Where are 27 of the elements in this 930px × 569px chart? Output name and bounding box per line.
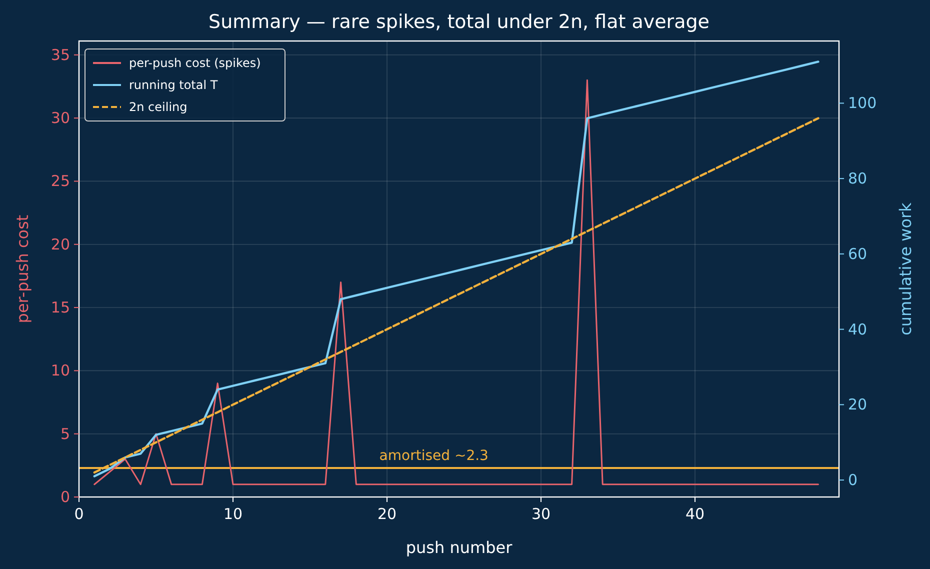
x-tick-label: 20 <box>377 505 397 523</box>
y-tick-label: 30 <box>50 109 70 128</box>
y2-tick-label: 80 <box>848 170 868 188</box>
y2-tick-label: 0 <box>848 471 858 490</box>
x-tick-label: 0 <box>74 505 84 523</box>
y-tick-label: 5 <box>60 424 70 443</box>
ref-line-label: amortised ~2.3 <box>379 448 488 464</box>
x-axis-title: push number <box>406 538 513 557</box>
y2-tick-label: 20 <box>848 396 868 414</box>
y2-tick-label: 100 <box>848 94 877 112</box>
legend-label: 2n ceiling <box>129 100 188 114</box>
chart-title: Summary — rare spikes, total under 2n, flat average <box>208 11 710 33</box>
legend-label: running total T <box>129 78 218 92</box>
legend-label: per-push cost (spikes) <box>129 56 261 70</box>
y-tick-label: 25 <box>50 172 70 190</box>
y-tick-label: 0 <box>60 488 70 506</box>
x-tick-label: 40 <box>685 505 705 523</box>
y2-tick-label: 40 <box>848 320 868 338</box>
x-tick-label: 10 <box>223 505 243 523</box>
y-tick-label: 35 <box>50 46 70 64</box>
y2-tick-label: 60 <box>848 244 868 263</box>
y-tick-label: 10 <box>50 362 70 380</box>
y-tick-label: 20 <box>50 235 70 254</box>
y-axis-title: per-push cost <box>13 214 32 324</box>
y2-axis-title: cumulative work <box>896 202 915 336</box>
x-tick-label: 30 <box>531 505 551 523</box>
y-tick-label: 15 <box>50 298 70 317</box>
